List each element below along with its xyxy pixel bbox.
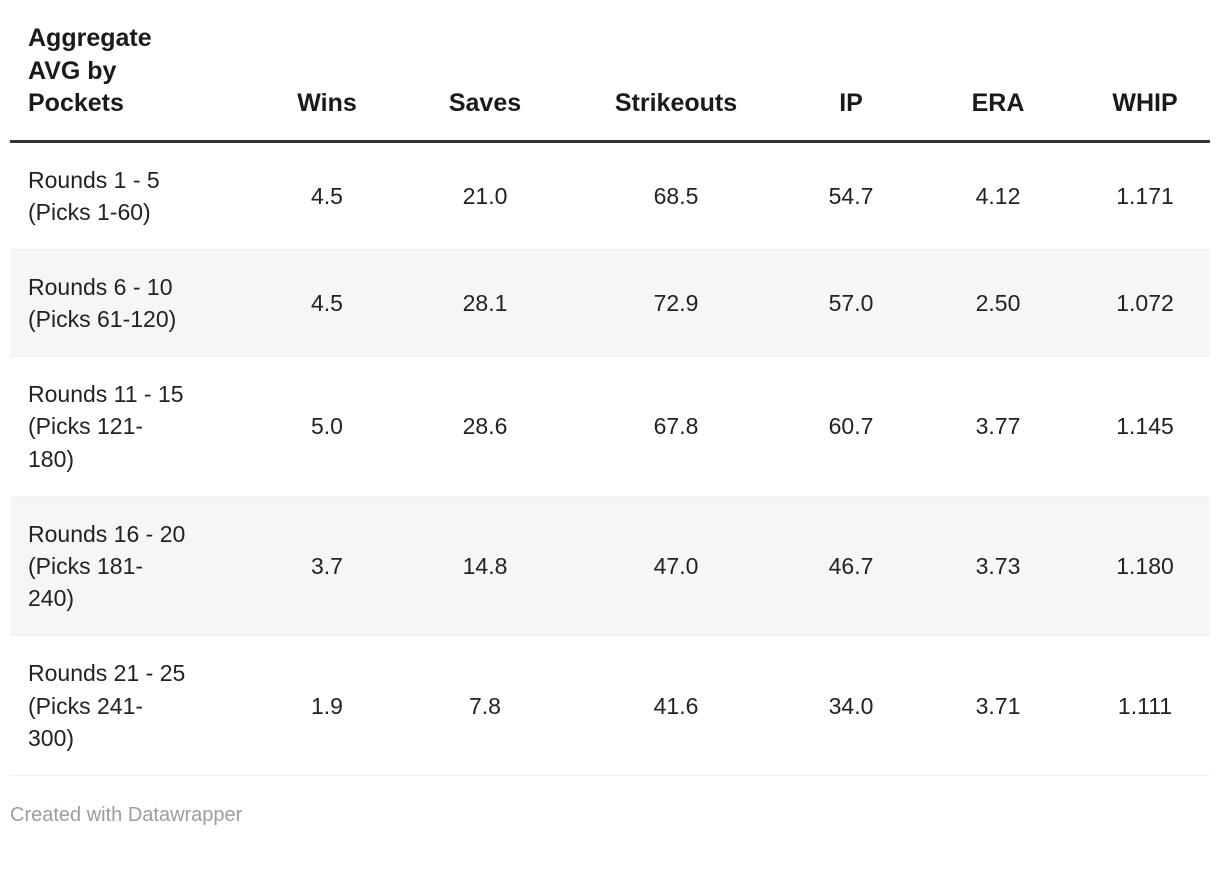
cell-whip: 1.072 <box>1080 249 1210 358</box>
cell-wins: 5.0 <box>250 356 404 497</box>
cell-ip: 57.0 <box>786 249 916 358</box>
cell-wins: 1.9 <box>250 635 404 776</box>
cell-whip: 1.180 <box>1080 496 1210 637</box>
column-header-strikeouts: Strikeouts <box>566 22 786 143</box>
column-header-title: Aggregate AVG by Pockets <box>10 22 250 143</box>
table-row-rounds-6-10: Rounds 6 - 10 (Picks 61-120) 4.5 28.1 72… <box>10 249 1210 358</box>
cell-wins: 4.5 <box>250 141 404 250</box>
table-row-rounds-16-20: Rounds 16 - 20 (Picks 181-240) 3.7 14.8 … <box>10 496 1210 637</box>
table-row-rounds-21-25: Rounds 21 - 25 (Picks 241-300) 1.9 7.8 4… <box>10 635 1210 776</box>
header-row: Aggregate AVG by Pockets Wins Saves Stri… <box>10 22 1210 143</box>
row-label: Rounds 21 - 25 (Picks 241-300) <box>28 660 186 751</box>
row-label: Rounds 16 - 20 (Picks 181-240) <box>28 520 186 612</box>
cell-wins: 3.7 <box>250 496 404 637</box>
table-header: Aggregate AVG by Pockets Wins Saves Stri… <box>10 22 1210 143</box>
cell-wins: 4.5 <box>250 249 404 358</box>
row-label: Rounds 6 - 10 (Picks 61-120) <box>28 273 177 333</box>
row-label-cell: Rounds 16 - 20 (Picks 181-240) <box>10 496 250 637</box>
cell-saves: 7.8 <box>404 635 566 776</box>
cell-era: 2.50 <box>916 249 1080 358</box>
cell-whip: 1.111 <box>1080 635 1210 776</box>
row-label-cell: Rounds 6 - 10 (Picks 61-120) <box>10 249 250 358</box>
cell-era: 3.77 <box>916 356 1080 497</box>
column-header-wins: Wins <box>250 22 404 143</box>
row-label: Rounds 1 - 5 (Picks 1-60) <box>28 166 160 225</box>
cell-whip: 1.145 <box>1080 356 1210 497</box>
row-label-cell: Rounds 1 - 5 (Picks 1-60) <box>10 141 250 250</box>
cell-ip: 46.7 <box>786 496 916 637</box>
cell-strikeouts: 41.6 <box>566 635 786 776</box>
cell-ip: 60.7 <box>786 356 916 497</box>
column-header-era: ERA <box>916 22 1080 143</box>
cell-saves: 28.6 <box>404 356 566 497</box>
row-label-cell: Rounds 21 - 25 (Picks 241-300) <box>10 635 250 776</box>
cell-strikeouts: 68.5 <box>566 141 786 250</box>
table-body: Rounds 1 - 5 (Picks 1-60) 4.5 21.0 68.5 … <box>10 141 1210 776</box>
table-row-rounds-11-15: Rounds 11 - 15 (Picks 121-180) 5.0 28.6 … <box>10 356 1210 497</box>
cell-whip: 1.171 <box>1080 141 1210 250</box>
cell-strikeouts: 72.9 <box>566 249 786 358</box>
cell-saves: 28.1 <box>404 249 566 358</box>
datawrapper-credit-link[interactable]: Created with Datawrapper <box>10 803 243 826</box>
column-header-ip: IP <box>786 22 916 143</box>
cell-saves: 21.0 <box>404 141 566 250</box>
row-label-cell: Rounds 11 - 15 (Picks 121-180) <box>10 356 250 497</box>
cell-strikeouts: 67.8 <box>566 356 786 497</box>
table-title: Aggregate AVG by Pockets <box>28 24 152 117</box>
row-label: Rounds 11 - 15 (Picks 121-180) <box>28 381 184 472</box>
cell-era: 3.71 <box>916 635 1080 776</box>
column-header-whip: WHIP <box>1080 22 1210 143</box>
table-row-rounds-1-5: Rounds 1 - 5 (Picks 1-60) 4.5 21.0 68.5 … <box>10 141 1210 250</box>
cell-saves: 14.8 <box>404 496 566 637</box>
cell-strikeouts: 47.0 <box>566 496 786 637</box>
stats-table: Aggregate AVG by Pockets Wins Saves Stri… <box>10 22 1210 776</box>
cell-ip: 34.0 <box>786 635 916 776</box>
cell-ip: 54.7 <box>786 141 916 250</box>
cell-era: 4.12 <box>916 141 1080 250</box>
cell-era: 3.73 <box>916 496 1080 637</box>
column-header-saves: Saves <box>404 22 566 143</box>
